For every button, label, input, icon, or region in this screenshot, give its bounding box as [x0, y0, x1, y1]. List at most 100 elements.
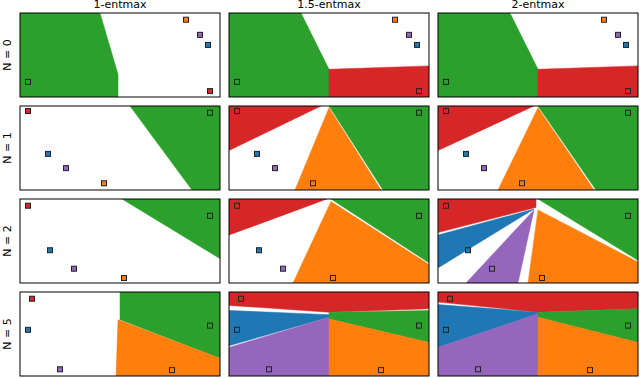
decision-region	[229, 199, 327, 235]
panel	[438, 199, 638, 283]
panel	[20, 292, 220, 376]
data-point	[267, 367, 272, 372]
decision-region	[20, 13, 118, 97]
data-point	[257, 248, 262, 253]
panel-frame	[229, 292, 429, 376]
decision-region	[538, 66, 638, 97]
decision-region	[331, 199, 429, 263]
data-point	[30, 296, 35, 301]
decision-region	[538, 317, 638, 376]
data-point	[482, 166, 487, 171]
data-point	[616, 32, 621, 37]
panel-frame	[438, 199, 638, 283]
decision-region	[229, 317, 329, 376]
data-point	[206, 42, 211, 47]
data-point	[444, 327, 449, 332]
decision-region	[329, 106, 429, 190]
panel	[229, 199, 429, 283]
data-point	[46, 151, 51, 156]
data-point	[444, 109, 449, 114]
data-point	[588, 368, 593, 373]
data-point	[208, 323, 213, 328]
data-point	[235, 203, 240, 208]
data-point	[26, 79, 31, 84]
panel-frame	[20, 106, 220, 190]
decision-region	[229, 292, 429, 312]
data-point	[48, 248, 53, 253]
plot-area	[438, 292, 638, 376]
panel	[20, 13, 220, 97]
data-point	[239, 296, 244, 301]
decision-region	[329, 66, 429, 97]
panel-frame	[20, 292, 220, 376]
data-point	[198, 32, 203, 37]
column-title: 1.5-entmax	[297, 0, 361, 11]
data-point	[26, 203, 31, 208]
decision-region	[229, 106, 321, 151]
row-label: N = 2	[1, 225, 14, 256]
data-point	[235, 327, 240, 332]
plot-area	[26, 106, 221, 190]
plot-area	[229, 106, 429, 190]
data-point	[281, 266, 286, 271]
data-point	[626, 110, 631, 115]
decision-region	[122, 199, 220, 259]
decision-region	[538, 106, 638, 190]
panel-frame	[229, 199, 429, 283]
plot-area	[229, 292, 429, 376]
data-point	[331, 275, 336, 280]
data-point	[208, 89, 213, 94]
column-title: 2-entmax	[512, 0, 565, 11]
data-point	[448, 296, 453, 301]
data-point	[102, 181, 107, 186]
decision-region	[438, 13, 538, 97]
decision-region	[438, 314, 538, 376]
panel	[438, 13, 638, 97]
data-point	[417, 110, 422, 115]
panel	[20, 106, 220, 190]
panel-frame	[229, 106, 429, 190]
data-point	[540, 275, 545, 280]
data-point	[122, 275, 127, 280]
data-point	[626, 213, 631, 218]
data-point	[417, 323, 422, 328]
data-point	[444, 79, 449, 84]
row-label: N = 1	[1, 132, 14, 163]
data-point	[235, 79, 240, 84]
data-point	[58, 367, 63, 372]
data-point	[184, 17, 189, 22]
data-point	[417, 89, 422, 94]
decision-region	[229, 13, 329, 97]
data-point	[466, 248, 471, 253]
data-point	[208, 213, 213, 218]
panel-frame	[229, 13, 429, 97]
column-title: 1-entmax	[94, 0, 147, 11]
panel	[229, 292, 429, 376]
decision-region	[466, 210, 534, 283]
data-point	[464, 151, 469, 156]
panel	[20, 199, 220, 283]
figure: 1-entmax 1.5-entmax 2-entmax N = 0 N = 1 N = …	[0, 0, 640, 378]
data-point	[417, 213, 422, 218]
row-label: N = 0	[1, 39, 14, 70]
panel-frame	[20, 199, 220, 283]
data-point	[311, 181, 316, 186]
data-point	[602, 17, 607, 22]
data-point	[490, 266, 495, 271]
panel-frame	[438, 106, 638, 190]
panel-frame	[438, 13, 638, 97]
panel	[229, 106, 429, 190]
data-point	[170, 368, 175, 373]
plot-area	[438, 13, 638, 97]
decision-region	[438, 106, 534, 151]
data-point	[273, 166, 278, 171]
plot-area	[26, 199, 221, 280]
data-point	[26, 327, 31, 332]
panel-frame	[20, 13, 220, 97]
data-point	[520, 181, 525, 186]
decision-region	[538, 199, 638, 260]
plot-area	[20, 13, 213, 97]
panel	[438, 106, 638, 190]
data-point	[72, 266, 77, 271]
plot-area	[229, 13, 429, 97]
